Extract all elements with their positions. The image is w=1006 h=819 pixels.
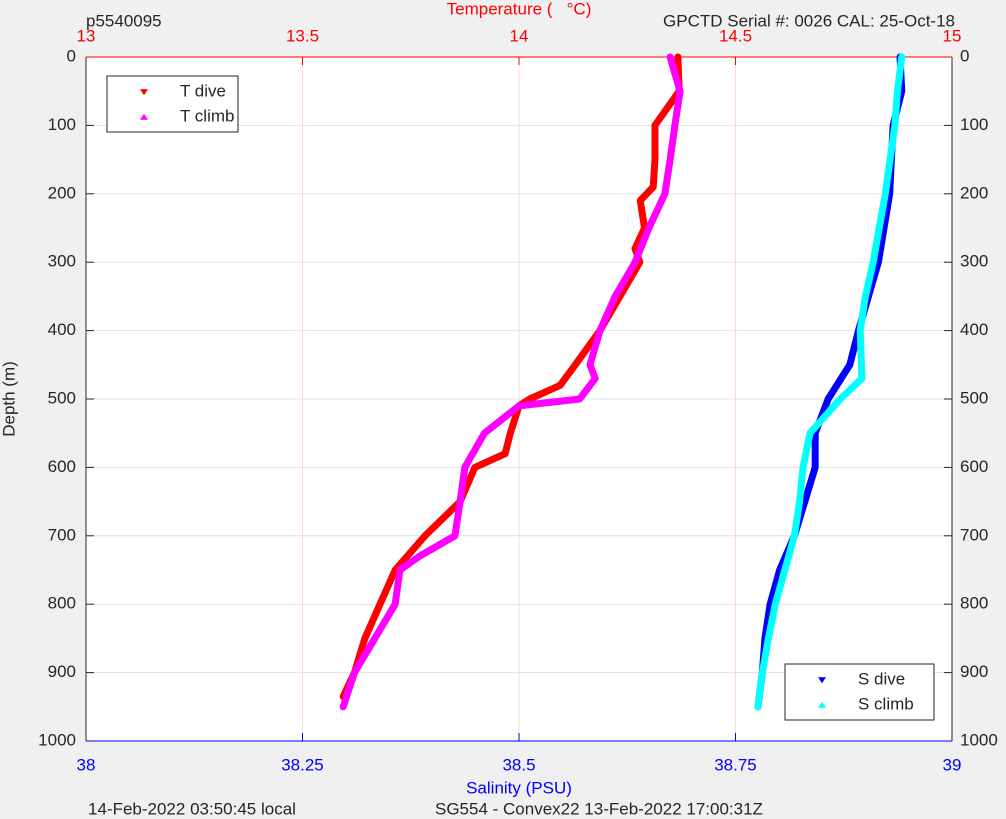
legend-marker: [140, 89, 148, 96]
y-tick-label: 600: [48, 457, 76, 476]
x-tick-label: 38.5: [502, 755, 535, 774]
footer-left: 14-Feb-2022 03:50:45 local: [88, 799, 296, 818]
y-tick-label: 1000: [38, 730, 76, 749]
x-tick-label: 38.75: [714, 755, 757, 774]
y-tick-label: 100: [48, 115, 76, 134]
y2-tick-label: 0: [960, 46, 969, 65]
profile-line: [754, 53, 906, 711]
legend-label: S climb: [858, 694, 914, 713]
x-tick-label: 38: [77, 755, 96, 774]
legend-label: S dive: [858, 669, 905, 688]
y-axis-title: Depth (m): [0, 361, 18, 437]
top-axis-title: Temperature ( °C): [447, 0, 592, 18]
y2-tick-label: 200: [960, 183, 988, 202]
y-tick-label: 900: [48, 662, 76, 681]
y2-tick-label: 800: [960, 594, 988, 613]
top-right-label: GPCTD Serial #: 0026 CAL: 25-Oct-18: [663, 11, 955, 30]
x2-tick-label: 13: [77, 26, 96, 45]
y-tick-label: 200: [48, 183, 76, 202]
x-tick-label: 39: [943, 755, 962, 774]
legend-marker: [818, 701, 826, 708]
top-left-label: p5540095: [86, 11, 162, 30]
profile-line: [339, 53, 684, 711]
bottom-axis-title: Salinity (PSU): [466, 778, 572, 797]
y-tick-label: 300: [48, 252, 76, 271]
legend-marker: [140, 113, 148, 120]
y-tick-label: 800: [48, 594, 76, 613]
y2-tick-label: 500: [960, 388, 988, 407]
x2-tick-label: 14: [510, 26, 529, 45]
profile-line: [339, 53, 683, 701]
y2-tick-label: 100: [960, 115, 988, 134]
x2-tick-label: 15: [943, 26, 962, 45]
y2-tick-label: 1000: [960, 730, 998, 749]
x2-tick-label: 14.5: [719, 26, 752, 45]
y2-tick-label: 600: [960, 457, 988, 476]
x-tick-label: 38.25: [281, 755, 324, 774]
legend-box: [106, 75, 239, 133]
y2-tick-label: 300: [960, 252, 988, 271]
y2-tick-label: 900: [960, 662, 988, 681]
y-tick-label: 0: [67, 46, 76, 65]
legend-marker: [818, 677, 826, 684]
x2-tick-label: 13.5: [286, 26, 319, 45]
legend-box: [784, 663, 935, 721]
legend-label: T climb: [180, 106, 234, 125]
y2-tick-label: 700: [960, 525, 988, 544]
y-tick-label: 700: [48, 525, 76, 544]
y-tick-label: 400: [48, 320, 76, 339]
y-tick-label: 500: [48, 388, 76, 407]
footer-center: SG554 - Convex22 13-Feb-2022 17:00:31Z: [435, 799, 763, 818]
legend-label: T dive: [180, 81, 226, 100]
y2-tick-label: 400: [960, 320, 988, 339]
